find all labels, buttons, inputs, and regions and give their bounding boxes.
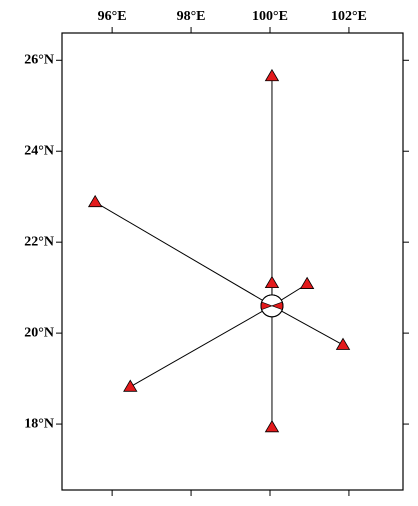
station <box>299 276 315 289</box>
y-tick-label: 20°N <box>24 325 54 340</box>
beachball-outline <box>260 294 284 318</box>
focal-mechanism <box>260 294 284 318</box>
station <box>264 275 280 289</box>
x-tick-label: 100°E <box>252 9 288 24</box>
station <box>123 379 138 392</box>
x-tick-label: 96°E <box>98 9 127 24</box>
station <box>264 419 280 433</box>
y-tick-label: 22°N <box>24 234 54 249</box>
x-tick-label: 102°E <box>331 9 367 24</box>
ray-path <box>271 305 344 346</box>
x-tick-label: 98°E <box>177 9 206 24</box>
ray-path <box>130 305 273 388</box>
map-frame <box>61 32 404 491</box>
station <box>335 337 351 350</box>
ray-path <box>94 201 273 307</box>
station <box>264 68 280 82</box>
y-tick-label: 18°N <box>24 416 54 431</box>
y-tick-label: 24°N <box>24 143 54 158</box>
y-tick-label: 26°N <box>24 53 54 68</box>
station <box>87 194 103 208</box>
